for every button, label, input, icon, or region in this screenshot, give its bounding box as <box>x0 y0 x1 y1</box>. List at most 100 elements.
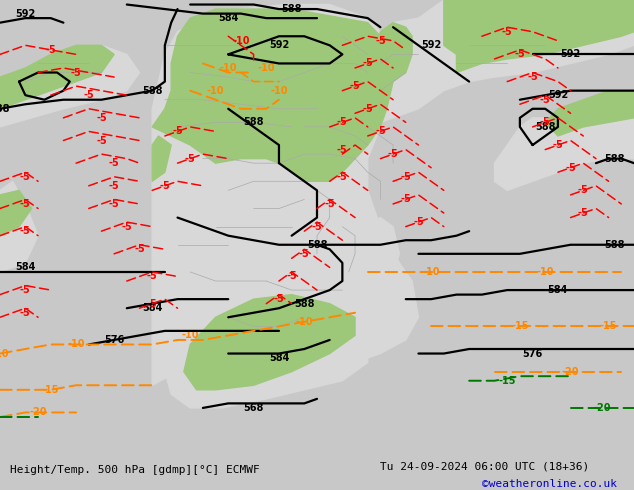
Text: -5: -5 <box>401 172 411 182</box>
Text: -10: -10 <box>181 330 199 341</box>
Text: 584: 584 <box>218 13 238 23</box>
Polygon shape <box>444 0 634 73</box>
Text: -5: -5 <box>109 199 119 209</box>
Text: -5: -5 <box>46 45 56 55</box>
Text: -10: -10 <box>0 348 9 359</box>
Text: 576: 576 <box>522 348 543 359</box>
Text: 592: 592 <box>421 40 441 50</box>
Text: -5: -5 <box>20 172 30 182</box>
Text: -5: -5 <box>185 154 195 164</box>
Text: -5: -5 <box>109 158 119 168</box>
Text: 576: 576 <box>104 335 124 345</box>
Text: 588: 588 <box>142 86 162 96</box>
Text: -5: -5 <box>96 136 107 146</box>
Text: -5: -5 <box>515 49 525 59</box>
Text: -5: -5 <box>363 104 373 114</box>
Text: -15: -15 <box>600 321 618 331</box>
Text: -20: -20 <box>562 367 579 377</box>
Text: ©weatheronline.co.uk: ©weatheronline.co.uk <box>482 480 617 490</box>
Text: -15: -15 <box>511 321 529 331</box>
Text: -5: -5 <box>20 285 30 295</box>
Text: 584: 584 <box>15 263 36 272</box>
Text: -5: -5 <box>20 226 30 236</box>
Polygon shape <box>368 18 456 127</box>
Polygon shape <box>165 290 368 408</box>
Text: -5: -5 <box>160 181 170 191</box>
Polygon shape <box>368 218 399 281</box>
Text: -10: -10 <box>67 340 85 349</box>
Polygon shape <box>0 190 32 236</box>
Text: -5: -5 <box>375 126 385 136</box>
Text: 584: 584 <box>548 285 568 295</box>
Text: -10: -10 <box>270 86 288 96</box>
Text: 588: 588 <box>281 4 302 14</box>
Text: -5: -5 <box>172 126 183 136</box>
Text: -5: -5 <box>147 271 157 281</box>
Text: -5: -5 <box>502 27 512 37</box>
Polygon shape <box>0 46 139 127</box>
Polygon shape <box>374 23 412 91</box>
Text: -5: -5 <box>96 113 107 123</box>
Text: -5: -5 <box>388 149 398 159</box>
Text: -5: -5 <box>375 36 385 46</box>
Text: Tu 24-09-2024 06:00 UTC (18+36): Tu 24-09-2024 06:00 UTC (18+36) <box>380 461 590 471</box>
Text: 584: 584 <box>142 303 162 313</box>
Text: -5: -5 <box>578 208 588 218</box>
Text: 588: 588 <box>0 104 10 114</box>
Text: -10: -10 <box>422 267 440 277</box>
Text: -5: -5 <box>71 68 81 77</box>
Polygon shape <box>418 0 634 91</box>
Text: -5: -5 <box>337 172 347 182</box>
Text: -5: -5 <box>287 271 297 281</box>
Text: -5: -5 <box>20 199 30 209</box>
Text: -20: -20 <box>593 403 611 413</box>
Text: 588: 588 <box>243 118 264 127</box>
Text: -10: -10 <box>232 36 250 46</box>
Text: -5: -5 <box>401 195 411 204</box>
Polygon shape <box>495 113 634 190</box>
Text: -20: -20 <box>29 408 47 417</box>
Text: -10: -10 <box>295 317 313 327</box>
Text: -5: -5 <box>299 249 309 259</box>
Polygon shape <box>545 91 634 136</box>
Text: -5: -5 <box>578 185 588 196</box>
Text: -5: -5 <box>540 95 550 105</box>
Text: Height/Temp. 500 hPa [gdmp][°C] ECMWF: Height/Temp. 500 hPa [gdmp][°C] ECMWF <box>10 465 259 475</box>
Text: -10: -10 <box>257 63 275 73</box>
Text: 588: 588 <box>605 240 625 250</box>
Text: -5: -5 <box>274 294 284 304</box>
Polygon shape <box>184 294 355 390</box>
Text: -5: -5 <box>337 145 347 154</box>
Text: -10: -10 <box>536 267 554 277</box>
Text: 588: 588 <box>307 240 327 250</box>
Polygon shape <box>152 4 418 385</box>
Text: -5: -5 <box>84 90 94 100</box>
Text: 588: 588 <box>535 122 555 132</box>
Text: 592: 592 <box>15 9 36 19</box>
Text: 592: 592 <box>269 40 289 50</box>
Text: -5: -5 <box>363 58 373 69</box>
Text: -10: -10 <box>219 63 237 73</box>
Text: 568: 568 <box>243 403 264 413</box>
Text: -15: -15 <box>42 385 60 395</box>
Text: 592: 592 <box>548 90 568 100</box>
Text: -5: -5 <box>325 199 335 209</box>
Text: -10: -10 <box>207 86 224 96</box>
Text: -5: -5 <box>134 245 145 254</box>
Text: -15: -15 <box>498 376 516 386</box>
Text: 588: 588 <box>294 299 314 309</box>
Text: -5: -5 <box>527 72 538 82</box>
Text: -5: -5 <box>337 118 347 127</box>
Text: -5: -5 <box>566 163 576 172</box>
Polygon shape <box>0 181 38 272</box>
Text: -5: -5 <box>147 299 157 309</box>
Polygon shape <box>152 136 171 181</box>
Text: -5: -5 <box>413 217 424 227</box>
Polygon shape <box>0 46 114 109</box>
Polygon shape <box>152 9 393 181</box>
Text: 588: 588 <box>605 154 625 164</box>
Text: -5: -5 <box>350 81 360 91</box>
Text: -5: -5 <box>109 181 119 191</box>
Text: -5: -5 <box>20 308 30 318</box>
Text: -5: -5 <box>540 118 550 127</box>
